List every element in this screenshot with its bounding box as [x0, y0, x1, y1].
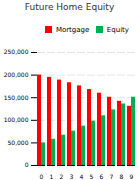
html-text:Future Home Equity: Future Home Equity	[24, 2, 115, 12]
svg-text:1: 1	[50, 173, 54, 179]
svg-text:4: 4	[80, 173, 84, 179]
svg-text:150,000: 150,000	[4, 94, 29, 101]
html-text:Equity: Equity	[106, 25, 129, 34]
svg-text:6: 6	[100, 173, 104, 179]
html-text:Mortgage: Mortgage	[55, 25, 90, 34]
svg-text:0: 0	[40, 173, 44, 179]
svg-text:3: 3	[70, 173, 74, 179]
svg-text:7: 7	[110, 173, 114, 179]
svg-text:100,000: 100,000	[4, 116, 29, 123]
svg-text:8: 8	[120, 173, 124, 179]
svg-text:50,000: 50,000	[8, 139, 29, 146]
svg-text:200,000: 200,000	[4, 71, 29, 78]
svg-text:250,000: 250,000	[4, 48, 29, 55]
svg-text:2: 2	[60, 173, 64, 179]
svg-text:5: 5	[90, 173, 94, 179]
svg-text:9: 9	[130, 173, 134, 179]
svg-text:0: 0	[25, 161, 29, 168]
